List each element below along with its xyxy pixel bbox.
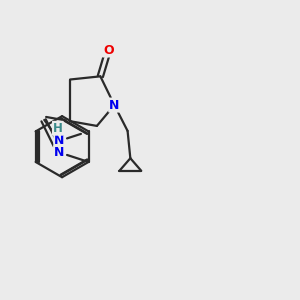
Text: N: N [54, 146, 65, 159]
Text: N: N [109, 99, 120, 112]
Text: O: O [103, 44, 114, 56]
Text: H: H [53, 122, 63, 135]
Text: N: N [54, 134, 65, 147]
